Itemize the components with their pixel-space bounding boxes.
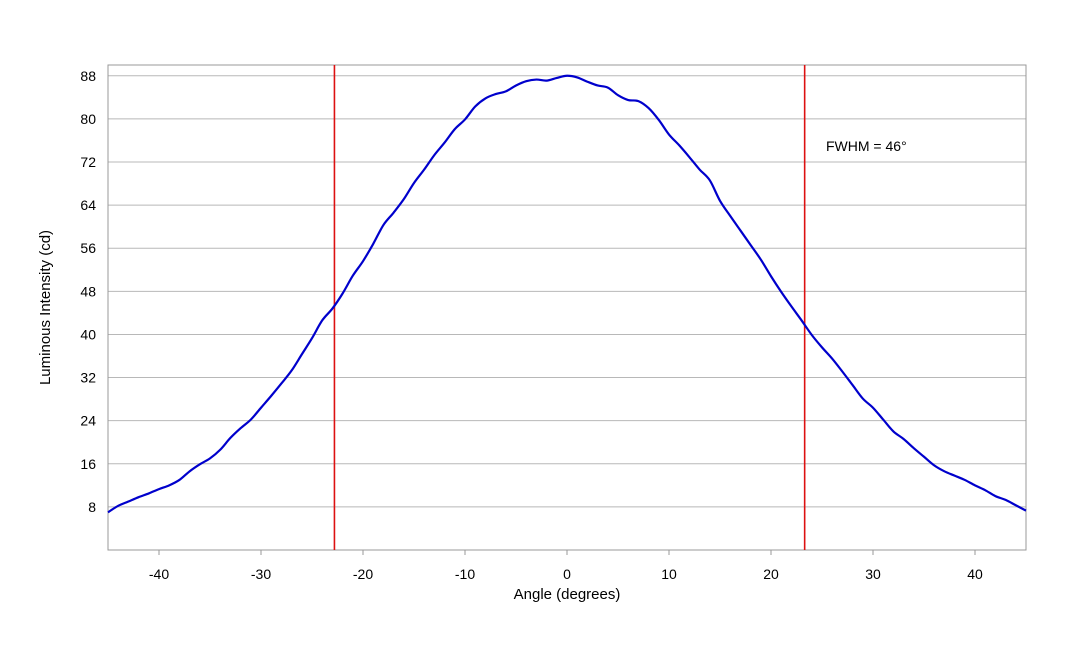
- x-axis-title: Angle (degrees): [514, 586, 621, 603]
- x-tick-label: 10: [661, 566, 677, 582]
- y-axis-ticks: 8 16 24 32 40 48 56 64 72 80 88: [80, 68, 96, 515]
- y-tick-label: 88: [80, 68, 96, 84]
- y-axis-title: Luminous Intensity (cd): [37, 230, 54, 385]
- y-tick-label: 48: [80, 283, 96, 299]
- y-tick-label: 16: [80, 456, 96, 472]
- x-tick-label: -30: [251, 566, 271, 582]
- series-layer: [107, 74, 1027, 514]
- fwhm-annotation: FWHM = 46°: [826, 138, 907, 154]
- y-tick-label: 64: [80, 197, 96, 213]
- gridlines: [108, 75, 1026, 508]
- y-tick-label: 8: [88, 499, 96, 515]
- x-tick-label: -10: [455, 566, 475, 582]
- x-tick-label: 0: [563, 566, 571, 582]
- x-tick-label: 20: [763, 566, 779, 582]
- y-tick-label: 80: [80, 111, 96, 127]
- x-tick-label: -40: [149, 566, 169, 582]
- x-tick-label: 40: [967, 566, 983, 582]
- y-tick-label: 40: [80, 326, 96, 342]
- x-tick-label: -20: [353, 566, 373, 582]
- y-tick-label: 56: [80, 240, 96, 256]
- x-tick-label: 30: [865, 566, 881, 582]
- y-tick-label: 32: [80, 370, 96, 386]
- y-tick-label: 24: [80, 413, 96, 429]
- y-tick-label: 72: [80, 154, 96, 170]
- series-line: [107, 74, 1027, 514]
- x-axis-ticks: -40 -30 -20 -10 0 10 20 30 40: [149, 550, 983, 582]
